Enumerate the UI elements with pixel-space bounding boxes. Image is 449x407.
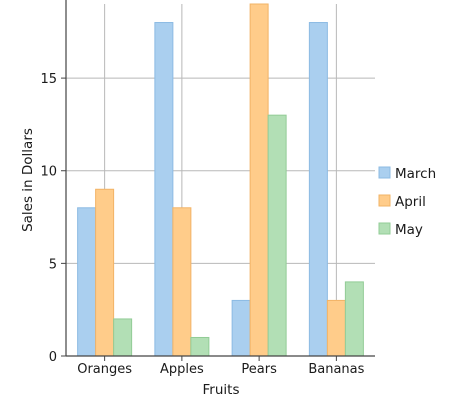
bar-march-oranges: [77, 207, 97, 357]
y-tick-label: 10: [40, 165, 57, 180]
legend-label-april: April: [395, 194, 426, 210]
bar-april-pears: [249, 3, 269, 357]
y-tick-label: 15: [40, 72, 57, 87]
bar-may-oranges: [113, 318, 133, 357]
y-axis-title: Sales in Dollars: [20, 128, 36, 232]
x-tick-label: Bananas: [308, 362, 364, 377]
y-tick-label: 5: [49, 257, 57, 272]
bar-april-apples: [172, 207, 192, 357]
legend-label-may: May: [395, 222, 423, 238]
x-tick-label: Apples: [160, 362, 204, 377]
bar-may-pears: [267, 114, 287, 357]
axes: 0 5 10 15 Oranges Apples Pears Bananas: [40, 0, 375, 377]
bar-march-bananas: [308, 22, 328, 357]
bar-april-bananas: [326, 299, 346, 357]
bars: [77, 3, 364, 357]
x-tick-label: Oranges: [77, 362, 132, 377]
legend-swatch-april: [378, 194, 391, 207]
bar-may-apples: [190, 336, 210, 357]
x-tick-label: Pears: [241, 362, 277, 377]
legend-label-march: March: [395, 166, 436, 182]
legend-swatch-march: [378, 166, 391, 179]
bar-april-oranges: [95, 188, 115, 357]
bar-may-bananas: [344, 281, 364, 357]
legend: March April May: [378, 166, 436, 238]
y-tick-label: 0: [49, 350, 57, 365]
legend-swatch-may: [378, 222, 391, 235]
bar-march-apples: [154, 22, 174, 357]
x-axis-title: Fruits: [203, 382, 240, 398]
bar-march-pears: [231, 299, 251, 357]
